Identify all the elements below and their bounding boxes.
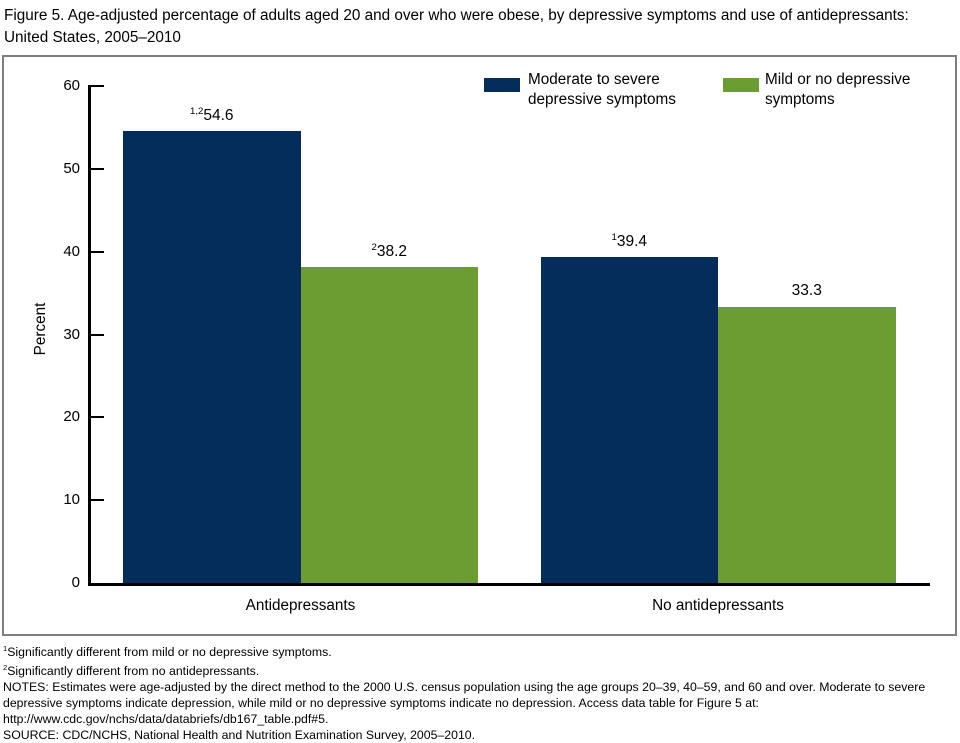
bar-value-label: 33.3 [791,282,822,300]
y-axis-tick [91,499,104,502]
bar-mild-none-antidepressants [300,266,478,583]
y-axis-tick [91,250,104,253]
figure-title: Figure 5. Age-adjusted percentage of adu… [4,7,909,46]
legend-label-moderate-severe: Moderate to severe depressive symptoms [528,71,676,108]
legend-label-mild-none: Mild or no depressive symptoms [765,71,911,108]
y-tick-label: 50 [63,159,80,177]
footnotes: 1Significantly different from mild or no… [3,641,955,743]
y-axis-tick [91,167,104,170]
footnote-line: NOTES: Estimates were age-adjusted by th… [3,680,926,727]
y-tick-label: 10 [63,491,80,509]
y-tick-label: 60 [63,77,80,94]
x-category-label: No antidepressants [652,597,784,614]
y-axis-line [88,85,91,586]
y-tick-label: 40 [63,242,80,260]
legend-swatch-moderate-severe [484,78,520,92]
x-axis-line [88,583,930,586]
bar-moderate-severe-antidepressants [123,130,301,583]
y-axis-tick [91,416,104,419]
y-tick-label: 0 [71,574,80,591]
bar-mild-none-no-antidepressants [718,307,896,583]
plot-area: 0 10 20 30 40 50 60 1,254.6 139.4 238.2 33.3 Antide… [4,57,955,634]
chart-frame: 0 10 20 30 40 50 60 1,254.6 139.4 238.2 33.3 Antide… [2,55,957,636]
footnote-line: SOURCE: CDC/NCHS, National Health and Nu… [3,728,476,743]
bar-moderate-severe-no-antidepressants [540,256,718,583]
y-axis-title: Percent [32,302,49,356]
bar-value-label: 238.2 [371,241,407,260]
y-axis-tick [91,333,104,336]
footnote-line: 2Significantly different from no antidep… [3,663,260,679]
y-tick-label: 30 [63,325,80,343]
bar-value-label: 139.4 [611,231,647,250]
y-axis-tick [91,85,104,87]
y-tick-label: 20 [63,408,80,426]
legend-swatch-mild-none [723,78,759,92]
x-category-label: Antidepressants [245,597,356,614]
bar-value-label: 1,254.6 [189,105,234,124]
footnote-line: 1Significantly different from mild or no… [3,644,332,660]
